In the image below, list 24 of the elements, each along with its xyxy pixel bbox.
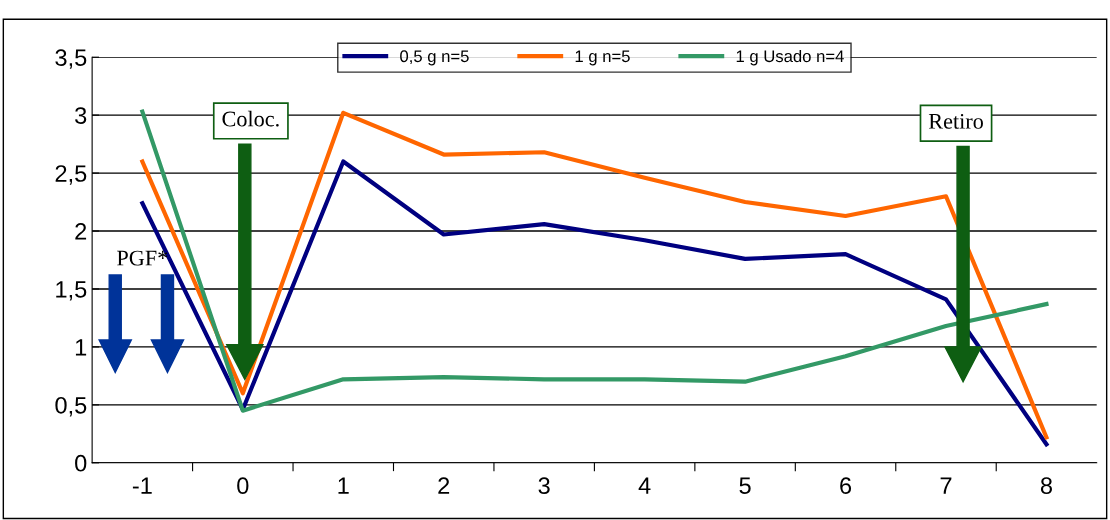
x-tick-label: 6 [840, 477, 852, 495]
legend-label: 1 g Usado n=4 [736, 49, 844, 66]
x-tick-label: 5 [739, 477, 751, 495]
y-tick-label: 0,5 [55, 396, 87, 417]
y-tick-label: 0 [75, 454, 87, 472]
y-tick-label: 2 [75, 223, 87, 240]
x-tick-label: 0 [237, 477, 249, 495]
x-tick-label: 8 [1040, 477, 1052, 495]
x-tick-label: 4 [638, 477, 651, 494]
y-tick-label: 1 [75, 339, 87, 356]
y-tick-label: 1,5 [56, 281, 87, 301]
y-tick-label: 3,5 [55, 49, 87, 69]
x-tick-label: 1 [338, 477, 349, 494]
y-tick-label: 3 [75, 107, 87, 124]
annotation: PGF* [117, 250, 168, 266]
x-tick-label: -1 [132, 477, 152, 494]
x-tick-label: 7 [940, 477, 952, 494]
legend-label: 1 g n=5 [575, 50, 630, 66]
legend-label: 0,5 g n=5 [400, 50, 469, 66]
x-tick-label: 3 [538, 477, 550, 495]
x-tick-label: 2 [438, 477, 450, 494]
annotation: Retiro [928, 113, 983, 129]
annotation: Coloc. [222, 110, 279, 127]
y-tick-label: 2,5 [55, 165, 87, 185]
